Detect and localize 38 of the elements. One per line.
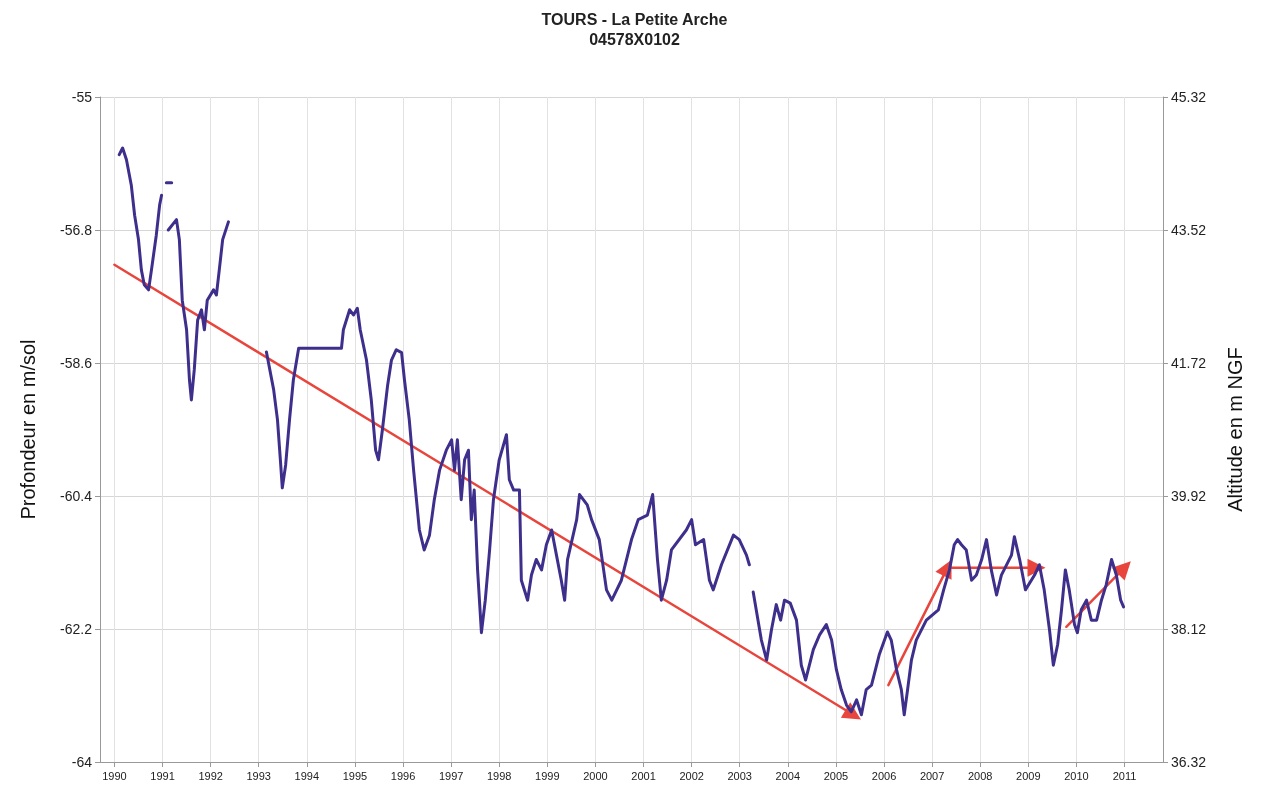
x-tick-label: 2004 (775, 769, 801, 782)
x-tick-label: 2009 (1016, 769, 1041, 782)
y2-tick-label: 45.32 (1171, 89, 1207, 105)
x-tick-label: 2011 (1112, 769, 1137, 782)
y-tick-label: -62.2 (60, 621, 93, 637)
x-tick-label: 2010 (1064, 769, 1089, 782)
x-tick-label: 1999 (535, 769, 560, 782)
x-tick-label: 2002 (679, 769, 704, 782)
y2-tick-label: 38.12 (1171, 621, 1207, 637)
y2-tick-label: 36.32 (1171, 754, 1207, 770)
x-tick-label: 1994 (294, 769, 320, 782)
y2-tick-label: 41.72 (1171, 355, 1207, 371)
x-tick-label: 1991 (150, 769, 175, 782)
chart-title: TOURS - La Petite Arche (541, 10, 728, 28)
x-tick-label: 1992 (198, 769, 223, 782)
x-tick-label: 1998 (486, 769, 512, 782)
x-tick-label: 2001 (631, 769, 656, 782)
x-tick-label: 2003 (727, 769, 752, 782)
x-tick-label: 2005 (823, 769, 849, 782)
x-tick-label: 1996 (390, 769, 416, 782)
x-tick-label: 1997 (438, 769, 464, 782)
y-tick-label: -55 (71, 89, 93, 105)
y-tick-label: -56.8 (60, 222, 93, 238)
y2-tick-label: 43.52 (1171, 222, 1207, 238)
x-tick-label: 2007 (919, 769, 945, 782)
x-tick-label: 2000 (583, 769, 608, 782)
x-tick-label: 1990 (102, 769, 127, 782)
x-tick-label: 1995 (342, 769, 368, 782)
chart-subtitle: 04578X0102 (589, 30, 680, 48)
y-tick-label: -64 (71, 754, 93, 770)
y-tick-label: -60.4 (60, 488, 93, 504)
x-tick-label: 1993 (246, 769, 271, 782)
x-tick-label: 2006 (871, 769, 897, 782)
x-tick-label: 2008 (967, 769, 993, 782)
y2-axis-title: Altitude en m NGF (1224, 347, 1246, 512)
y-axis-title: Profondeur en m/sol (17, 339, 39, 520)
y2-tick-label: 39.92 (1171, 488, 1207, 504)
y-tick-label: -58.6 (60, 355, 93, 371)
